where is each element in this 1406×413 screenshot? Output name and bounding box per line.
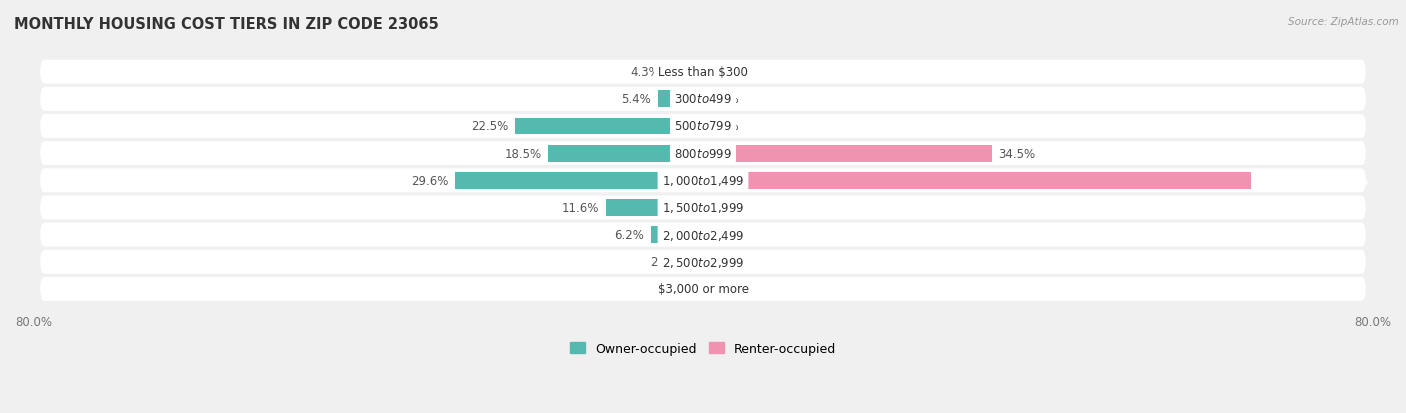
Text: 34.5%: 34.5% bbox=[998, 147, 1036, 160]
Text: 2.0%: 2.0% bbox=[650, 256, 679, 268]
FancyBboxPatch shape bbox=[41, 223, 1365, 247]
Bar bbox=[515, 118, 703, 135]
FancyBboxPatch shape bbox=[41, 88, 1365, 112]
Text: 22.5%: 22.5% bbox=[471, 120, 508, 133]
Text: 0.0%: 0.0% bbox=[710, 120, 740, 133]
Text: 0.0%: 0.0% bbox=[710, 202, 740, 214]
Bar bbox=[456, 173, 703, 189]
Text: MONTHLY HOUSING COST TIERS IN ZIP CODE 23065: MONTHLY HOUSING COST TIERS IN ZIP CODE 2… bbox=[14, 17, 439, 31]
FancyBboxPatch shape bbox=[41, 169, 1365, 193]
Text: Less than $300: Less than $300 bbox=[658, 66, 748, 79]
Text: $2,500 to $2,999: $2,500 to $2,999 bbox=[662, 255, 744, 269]
FancyBboxPatch shape bbox=[41, 250, 1365, 274]
Text: $2,000 to $2,499: $2,000 to $2,499 bbox=[662, 228, 744, 242]
Bar bbox=[658, 91, 703, 108]
Legend: Owner-occupied, Renter-occupied: Owner-occupied, Renter-occupied bbox=[565, 337, 841, 360]
FancyBboxPatch shape bbox=[41, 142, 1365, 166]
Text: $1,000 to $1,499: $1,000 to $1,499 bbox=[662, 174, 744, 188]
Text: $3,000 or more: $3,000 or more bbox=[658, 283, 748, 296]
Text: Source: ZipAtlas.com: Source: ZipAtlas.com bbox=[1288, 17, 1399, 26]
FancyBboxPatch shape bbox=[41, 115, 1365, 139]
Text: 0.0%: 0.0% bbox=[710, 66, 740, 79]
FancyBboxPatch shape bbox=[41, 277, 1365, 301]
Text: 29.6%: 29.6% bbox=[411, 174, 449, 188]
Text: 0.0%: 0.0% bbox=[666, 283, 696, 296]
Text: 18.5%: 18.5% bbox=[505, 147, 541, 160]
Text: 5.4%: 5.4% bbox=[621, 93, 651, 106]
Bar bbox=[548, 145, 703, 162]
Text: $800 to $999: $800 to $999 bbox=[673, 147, 733, 160]
Text: 6.2%: 6.2% bbox=[614, 228, 644, 242]
Text: $300 to $499: $300 to $499 bbox=[673, 93, 733, 106]
Text: 0.0%: 0.0% bbox=[710, 93, 740, 106]
Text: 11.6%: 11.6% bbox=[562, 202, 599, 214]
Text: 0.0%: 0.0% bbox=[710, 256, 740, 268]
Text: 65.5%: 65.5% bbox=[1327, 174, 1368, 188]
Text: 4.3%: 4.3% bbox=[630, 66, 661, 79]
Bar bbox=[651, 227, 703, 243]
Bar bbox=[703, 173, 1251, 189]
Text: 0.0%: 0.0% bbox=[710, 228, 740, 242]
FancyBboxPatch shape bbox=[41, 61, 1365, 84]
Bar bbox=[686, 254, 703, 271]
FancyBboxPatch shape bbox=[41, 196, 1365, 220]
Text: 0.0%: 0.0% bbox=[710, 283, 740, 296]
Bar bbox=[703, 145, 991, 162]
Bar bbox=[606, 199, 703, 216]
Bar bbox=[666, 64, 703, 81]
Text: $500 to $799: $500 to $799 bbox=[673, 120, 733, 133]
Text: $1,500 to $1,999: $1,500 to $1,999 bbox=[662, 201, 744, 215]
